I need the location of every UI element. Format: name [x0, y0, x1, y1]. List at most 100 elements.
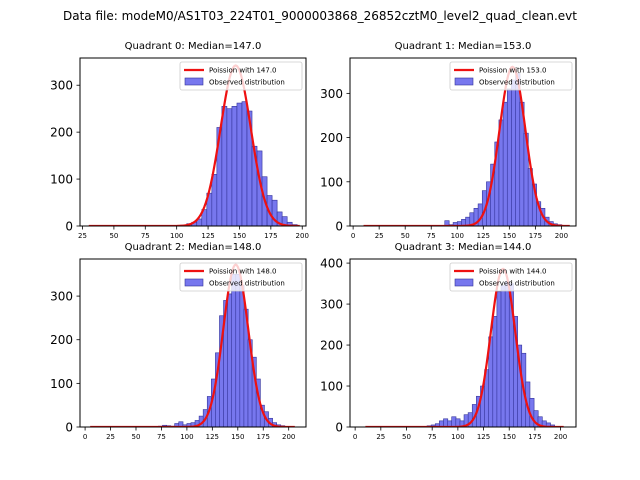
x-tick-label: 0: [353, 433, 357, 441]
legend-observed-label: Observed distribution: [479, 79, 555, 87]
panel-0: Quadrant 0: Median=147.0 25 50 75 100 125 150 1…: [50, 41, 309, 240]
histogram-bar: [500, 285, 506, 427]
histogram-bar: [178, 421, 184, 427]
histogram-bar: [504, 281, 510, 427]
histogram-bar: [506, 88, 512, 226]
histogram-bar: [211, 174, 218, 226]
y-tick-label: 100: [50, 377, 73, 391]
histogram-bar: [492, 316, 498, 427]
histogram-bar: [239, 284, 245, 427]
y-tick-label: 300: [320, 298, 343, 312]
x-tick-label: 75: [428, 433, 437, 441]
histogram-bar: [502, 101, 508, 226]
x-tick-label: 50: [402, 433, 411, 441]
x-tick-label: 100: [451, 433, 464, 441]
y-tick-label: 300: [320, 87, 343, 101]
legend-observed-swatch: [184, 77, 204, 86]
histogram-bar: [515, 73, 521, 226]
x-tick-label: 50: [132, 433, 141, 441]
bar-group: [158, 273, 286, 427]
x-tick-label: 75: [141, 232, 150, 240]
histogram-bar: [281, 216, 288, 226]
histogram-bar: [231, 273, 237, 427]
x-tick-label: 50: [109, 232, 118, 240]
histogram-bar: [226, 108, 233, 226]
legend-box: [179, 262, 303, 292]
suptitle: Data file: modeM0/AS1T03_224T01_90000038…: [63, 9, 577, 23]
histogram-bar: [496, 291, 502, 427]
x-tick-label: 100: [170, 232, 183, 240]
axes-frame: [349, 57, 577, 227]
x-tick-label: 175: [529, 232, 542, 240]
legend: Poission with 144.0 Observed distribution: [449, 262, 573, 292]
x-tick-label: 125: [477, 232, 490, 240]
y-tick-label: 100: [320, 175, 343, 189]
x-tick-label: 175: [257, 433, 270, 441]
panel-title: Quadrant 1: Median=153.0: [395, 41, 532, 52]
panel-title: Quadrant 3: Median=144.0: [395, 242, 532, 253]
x-tick-label: 175: [528, 433, 541, 441]
legend-box: [449, 262, 573, 292]
x-tick-label: 125: [201, 232, 214, 240]
legend-observed-swatch: [454, 278, 474, 287]
histogram-bar: [231, 106, 238, 226]
x-tick-label: 25: [376, 433, 385, 441]
legend: Poission with 147.0 Observed distribution: [179, 61, 303, 91]
histogram-bar: [443, 418, 449, 427]
bar-group: [426, 281, 555, 427]
panel-1: Quadrant 1: Median=153.0 0 25 50 75 100 125 150…: [320, 41, 577, 240]
x-tick-label: 25: [106, 433, 115, 441]
legend-observed-label: Observed distribution: [479, 280, 555, 288]
axes-frame: [79, 57, 307, 227]
x-tick-label: 150: [233, 232, 246, 240]
y-tick-label: 100: [50, 173, 73, 187]
x-tick-label: 0: [351, 232, 355, 240]
y-tick-label: 400: [320, 257, 343, 271]
x-tick-label: 125: [477, 433, 490, 441]
panel-2: Quadrant 2: Median=148.0 0 25 50 75 100 125 150…: [50, 242, 307, 441]
x-tick-label: 200: [554, 433, 567, 441]
histogram-bar: [227, 293, 233, 427]
legend-observed-swatch: [184, 278, 204, 287]
panel-title: Quadrant 0: Median=147.0: [125, 41, 262, 52]
x-tick-label: 200: [296, 232, 309, 240]
histogram-bar: [511, 79, 517, 226]
x-tick-label: 100: [451, 232, 464, 240]
x-tick-label: 200: [282, 433, 295, 441]
histogram-bar: [221, 106, 228, 226]
y-tick-label: 300: [50, 79, 73, 93]
histogram-bar: [241, 101, 248, 226]
histogram-bar: [235, 273, 241, 427]
legend-box: [449, 61, 573, 91]
x-tick-label: 150: [231, 433, 244, 441]
y-tick-label: 0: [335, 220, 343, 234]
legend: Poission with 148.0 Observed distribution: [179, 262, 303, 292]
legend: Poission with 153.0 Observed distribution: [449, 61, 573, 91]
legend-fit-label: Poission with 147.0: [209, 67, 277, 75]
y-tick-label: 200: [50, 126, 73, 140]
x-tick-label: 200: [555, 232, 568, 240]
y-tick-label: 0: [65, 220, 73, 234]
y-tick-label: 0: [335, 421, 343, 435]
panel-3: Quadrant 3: Median=144.0 0 25 50 75 100 125 150…: [320, 242, 577, 441]
legend-fit-label: Poission with 148.0: [209, 268, 277, 276]
legend-box: [179, 61, 303, 91]
axes-frame: [79, 258, 307, 428]
x-tick-label: 75: [427, 232, 436, 240]
x-tick-label: 125: [206, 433, 219, 441]
legend-observed-swatch: [454, 77, 474, 86]
y-tick-label: 200: [50, 333, 73, 347]
x-tick-label: 100: [180, 433, 193, 441]
legend-observed-label: Observed distribution: [209, 79, 285, 87]
x-tick-label: 50: [401, 232, 410, 240]
x-tick-label: 175: [264, 232, 277, 240]
panel-title: Quadrant 2: Median=148.0: [125, 242, 262, 253]
x-tick-label: 25: [78, 232, 87, 240]
x-tick-label: 0: [83, 433, 87, 441]
poisson-fit-line: [88, 64, 300, 226]
y-tick-label: 200: [320, 339, 343, 353]
axes-frame: [349, 258, 577, 428]
x-tick-label: 150: [503, 232, 516, 240]
x-tick-label: 25: [375, 232, 384, 240]
